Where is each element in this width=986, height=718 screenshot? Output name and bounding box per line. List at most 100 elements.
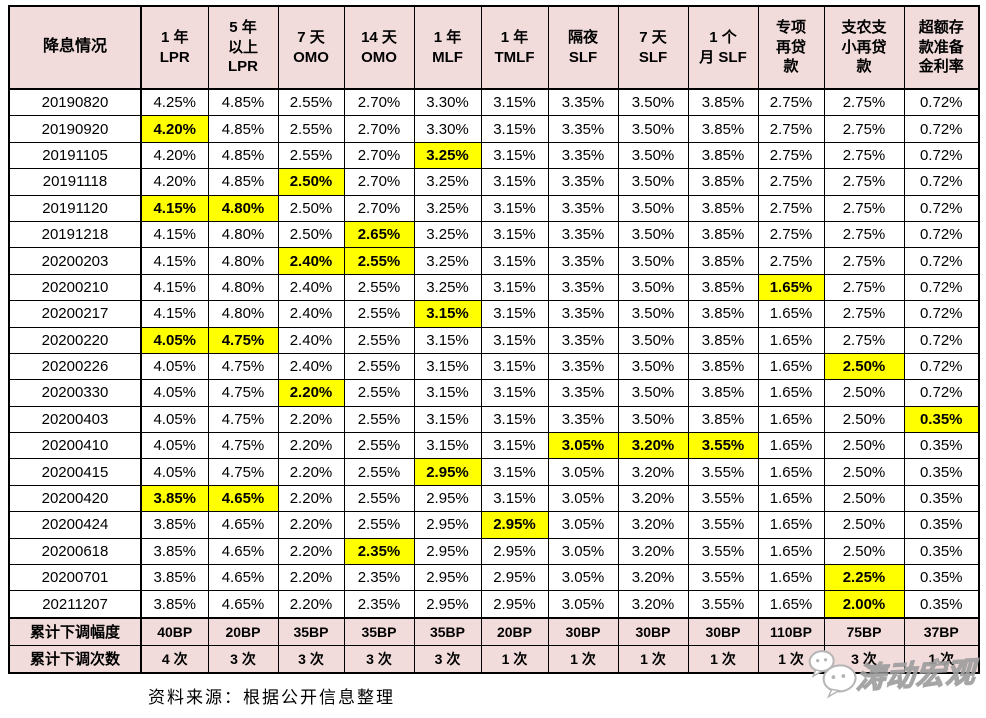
rate-cell: 4.75% [207, 432, 279, 460]
rate-cell: 2.65% [343, 220, 415, 249]
table-row: 20200420 3.85% 4.65% 2.20% 2.55% 2.95% 3.15% 3.… [8, 484, 980, 513]
date-cell: 20191118 [8, 168, 142, 196]
rate-cell: 3.35% [547, 194, 619, 222]
rate-cell: 1.65% [757, 590, 825, 619]
rate-cell: 3.05% [547, 458, 619, 486]
rate-cell: 3.15% [480, 220, 549, 249]
rate-cell: 3.85% [140, 564, 209, 592]
rate-cell: 2.55% [343, 511, 415, 539]
rate-cell: 3.55% [687, 511, 759, 539]
rate-cell: 2.20% [277, 405, 345, 434]
rate-cell: 3.50% [617, 405, 689, 434]
summary-cell: 20BP [480, 616, 549, 646]
rate-cell: 3.50% [617, 115, 689, 143]
rate-cell: 3.85% [140, 511, 209, 539]
rate-cell: 3.50% [617, 220, 689, 249]
rate-cell: 2.75% [757, 115, 825, 143]
rate-cell: 2.70% [343, 168, 415, 196]
rate-cell: 4.65% [207, 484, 279, 513]
rate-cell: 2.55% [277, 115, 345, 143]
rate-cell: 0.35% [903, 484, 980, 513]
rate-cell: 3.85% [687, 273, 759, 302]
table-row: 20191105 4.20% 4.85% 2.55% 2.70% 3.25% 3.15% 3.… [8, 141, 980, 170]
rate-cell: 3.20% [617, 590, 689, 619]
rate-cell: 2.75% [823, 220, 905, 249]
rate-cell: 3.25% [413, 194, 482, 222]
rate-cell: 2.95% [413, 458, 482, 486]
rate-cell: 2.70% [343, 194, 415, 222]
rate-cell: 3.35% [547, 300, 619, 328]
rate-cell: 2.75% [823, 115, 905, 143]
rate-cell: 2.50% [823, 458, 905, 486]
rate-cell: 2.95% [413, 484, 482, 513]
rate-cell: 2.50% [277, 168, 345, 196]
rate-cell: 3.35% [547, 379, 619, 407]
rate-cell: 3.35% [547, 352, 619, 381]
rate-cell: 3.50% [617, 379, 689, 407]
rate-cell: 0.35% [903, 405, 980, 434]
rate-cell: 4.75% [207, 405, 279, 434]
rate-cell: 0.72% [903, 326, 980, 354]
rate-cell: 2.55% [343, 326, 415, 354]
rate-cell: 2.40% [277, 326, 345, 354]
rate-cell: 3.85% [140, 590, 209, 619]
rate-cell: 2.40% [277, 273, 345, 302]
rate-cell: 0.35% [903, 458, 980, 486]
rate-cell: 4.65% [207, 590, 279, 619]
rate-cell: 3.20% [617, 484, 689, 513]
rate-cell: 4.80% [207, 273, 279, 302]
rate-cell: 0.35% [903, 537, 980, 566]
rate-cell: 2.55% [343, 405, 415, 434]
table-row: 20190920 4.20% 4.85% 2.55% 2.70% 3.30% 3.15% 3.… [8, 115, 980, 143]
rate-cell: 3.35% [547, 88, 619, 117]
summary-cell: 3 次 [207, 644, 279, 674]
date-cell: 20200701 [8, 564, 142, 592]
rate-cell: 3.15% [413, 326, 482, 354]
table-row: 20200217 4.15% 4.80% 2.40% 2.55% 3.15% 3.15% 3.… [8, 300, 980, 328]
rate-cell: 3.15% [480, 352, 549, 381]
rate-cell: 3.15% [480, 484, 549, 513]
rate-cell: 3.35% [547, 168, 619, 196]
rate-cell: 2.75% [823, 300, 905, 328]
rate-cell: 3.85% [687, 141, 759, 170]
rate-cell: 3.05% [547, 511, 619, 539]
rate-cell: 3.35% [547, 247, 619, 275]
rate-cell: 4.80% [207, 220, 279, 249]
rate-cell: 3.05% [547, 537, 619, 566]
date-cell: 20191120 [8, 194, 142, 222]
date-cell: 20200618 [8, 537, 142, 566]
rate-cell: 0.72% [903, 220, 980, 249]
rate-cell: 3.05% [547, 484, 619, 513]
rate-cell: 1.65% [757, 300, 825, 328]
column-header-tmlf-1y: 1 年 TMLF [480, 5, 549, 90]
rate-cell: 3.20% [617, 537, 689, 566]
date-cell: 20191218 [8, 220, 142, 249]
rate-cell: 3.05% [547, 432, 619, 460]
rate-cell: 1.65% [757, 432, 825, 460]
table-row: 20200415 4.05% 4.75% 2.20% 2.55% 2.95% 3.15% 3.… [8, 458, 980, 486]
rate-cell: 3.20% [617, 564, 689, 592]
rate-cell: 4.75% [207, 458, 279, 486]
rate-cell: 2.75% [757, 168, 825, 196]
table-row: 20211207 3.85% 4.65% 2.20% 2.35% 2.95% 2.95% 3.… [8, 590, 980, 619]
date-cell: 20200403 [8, 405, 142, 434]
rate-cell: 2.35% [343, 564, 415, 592]
summary-cell: 30BP [547, 616, 619, 646]
rate-cell: 2.95% [480, 537, 549, 566]
column-header-lpr-1y: 1 年 LPR [140, 5, 209, 90]
column-header-mlf-1y: 1 年 MLF [413, 5, 482, 90]
rate-cell: 3.15% [413, 352, 482, 381]
rate-cell: 4.20% [140, 141, 209, 170]
rate-cell: 2.40% [277, 352, 345, 381]
summary-cell: 35BP [277, 616, 345, 646]
rate-cell: 3.85% [687, 115, 759, 143]
date-cell: 20190920 [8, 115, 142, 143]
rate-cell: 2.95% [480, 590, 549, 619]
rate-cell: 4.85% [207, 168, 279, 196]
rate-cell: 3.50% [617, 247, 689, 275]
rate-cell: 3.85% [140, 537, 209, 566]
rate-cell: 3.50% [617, 88, 689, 117]
rate-cell: 4.05% [140, 326, 209, 354]
column-header-omo-7d: 7 天 OMO [277, 5, 345, 90]
rate-cell: 3.35% [547, 326, 619, 354]
